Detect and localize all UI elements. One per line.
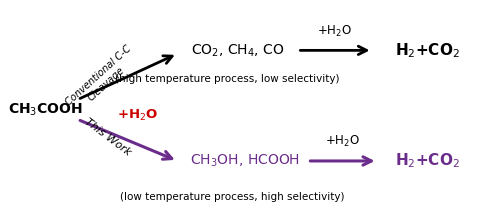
Text: +H$_2$O: +H$_2$O (117, 108, 158, 122)
Text: (high temperature process, low selectivity): (high temperature process, low selectivi… (115, 74, 340, 84)
Text: This Work: This Work (82, 116, 132, 157)
Text: Conventional C-C
Cleavage: Conventional C-C Cleavage (64, 44, 141, 116)
Text: H$_2$+CO$_2$: H$_2$+CO$_2$ (395, 152, 460, 170)
Text: H$_2$+CO$_2$: H$_2$+CO$_2$ (395, 41, 460, 60)
Text: +H$_2$O: +H$_2$O (318, 24, 352, 39)
Text: CO$_2$, CH$_4$, CO: CO$_2$, CH$_4$, CO (190, 42, 284, 58)
Text: (low temperature process, high selectivity): (low temperature process, high selectivi… (120, 192, 345, 202)
Text: CH$_3$OH, HCOOH: CH$_3$OH, HCOOH (190, 153, 300, 169)
Text: +H$_2$O: +H$_2$O (325, 134, 360, 149)
Text: CH$_3$COOH: CH$_3$COOH (8, 101, 83, 118)
